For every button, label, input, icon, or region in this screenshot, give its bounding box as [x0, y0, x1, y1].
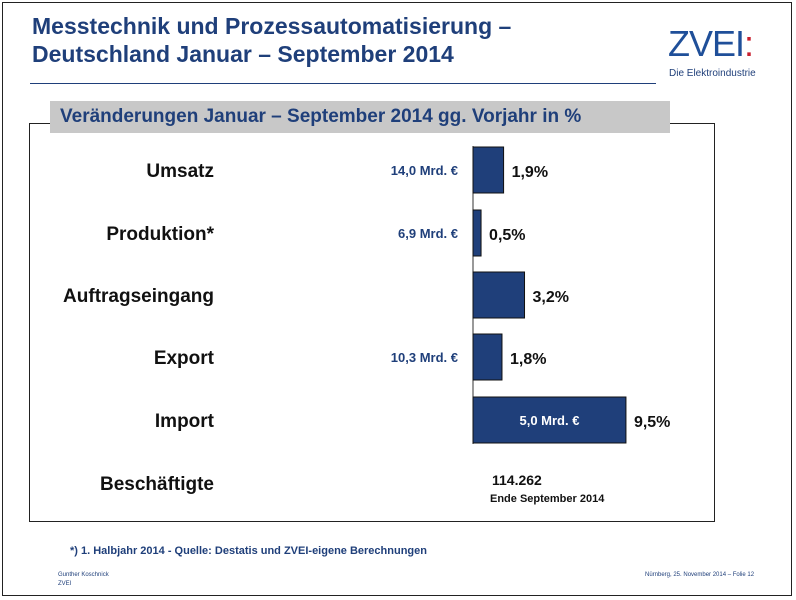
category-label: Export — [154, 348, 215, 369]
chart-title: Veränderungen Januar – September 2014 gg… — [50, 101, 670, 133]
title-line-1: Messtechnik und Prozessautomatisierung – — [32, 13, 512, 39]
page-title: Messtechnik und Prozessautomatisierung –… — [32, 12, 511, 68]
footer-date-slide: Nürnberg, 25. November 2014 – Folie 12 — [645, 572, 755, 578]
bar — [472, 209, 482, 257]
value-label: 0,5% — [489, 227, 525, 244]
zvei-logo: ZVEI: Die Elektroindustrie — [668, 24, 778, 84]
footnote: *) 1. Halbjahr 2014 - Quelle: Destatis u… — [70, 545, 427, 557]
category-label: Import — [155, 411, 215, 432]
footer-author: Gunther Koschnick — [58, 572, 109, 578]
bar — [472, 333, 503, 381]
annotation-label: 10,3 Mrd. € — [391, 350, 458, 365]
title-line-2: Deutschland Januar – September 2014 — [32, 41, 454, 67]
category-label: Beschäftigte — [100, 474, 214, 495]
title-divider — [30, 83, 656, 84]
bar — [472, 271, 526, 319]
category-label: Auftragseingang — [63, 286, 214, 307]
annotation-label: 14,0 Mrd. € — [391, 163, 458, 178]
bar — [472, 396, 627, 444]
value-label: 1,9% — [512, 164, 548, 181]
logo-tagline: Die Elektroindustrie — [669, 68, 756, 79]
value-label: 3,2% — [533, 289, 569, 306]
employee-count: 114.262 — [492, 472, 542, 488]
annotation-label: 5,0 Mrd. € — [519, 413, 579, 428]
annotation-label: 6,9 Mrd. € — [398, 226, 458, 241]
bar — [472, 146, 505, 194]
value-label: 1,8% — [510, 351, 546, 368]
category-label: Produktion* — [106, 224, 214, 245]
footer-author-block: Gunther Koschnick ZVEI — [58, 571, 109, 589]
footer-org: ZVEI — [58, 581, 72, 587]
category-label: Umsatz — [146, 161, 214, 182]
logo-wordmark: ZVEI: — [668, 23, 754, 64]
value-label: 9,5% — [634, 414, 670, 431]
employee-note: Ende September 2014 — [490, 493, 605, 505]
